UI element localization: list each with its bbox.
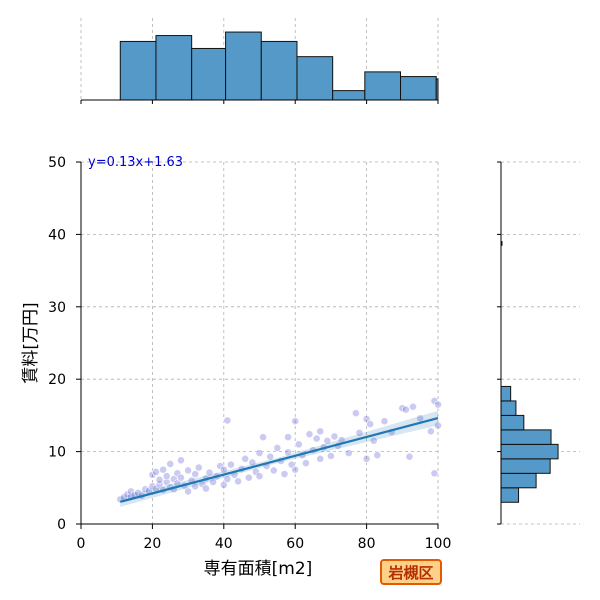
scatter-point [294,440,303,449]
marginal-x-bar [435,78,439,101]
marginal-y-bar [500,458,551,474]
regression-line [119,417,439,503]
scatter-point [219,481,228,489]
scatter-point [259,433,267,442]
scatter-point [255,449,264,457]
scatter-point [159,465,168,474]
regression-line-group [119,410,439,507]
scatter-point [326,452,335,460]
x-tick-label: 0 [77,536,86,552]
scatter-point [155,480,164,489]
regression-equation: y=0.13x+1.63 [88,155,183,170]
marginal-x-bar [225,31,262,101]
scatter-point [227,460,235,469]
district-badge: 岩槻区 [380,559,442,585]
y-tick-label: 30 [48,300,66,316]
scatter-point [323,436,332,445]
main-grid [80,161,439,525]
marginal-x-bar [400,76,437,101]
marginal-x-bar [119,40,157,101]
scatter-point [362,454,371,463]
scatter-point [373,451,382,460]
scatter-point [266,452,275,461]
scatter-point [223,475,232,484]
scatter-point [241,454,250,463]
scatter-point [284,448,292,457]
marginal-x-bar [364,71,402,101]
marginal-y-bar [500,385,512,402]
scatter-point [166,460,175,468]
scatter-point [269,466,278,475]
y-tick-label: 50 [48,155,66,171]
axes: 0 20 40 60 80 100 0 10 20 30 40 50 [48,155,451,552]
x-axis-title: 専有面積[m2] [204,559,313,579]
scatter-point [344,449,353,457]
scatter-point [255,472,264,481]
scatter-point [380,417,389,426]
marginal-y-bar [500,429,552,445]
scatter-point [430,469,439,478]
scatter-point [369,436,378,445]
scatter-point [155,475,164,484]
scatter-point [316,454,325,463]
scatter-point [152,467,160,476]
scatter-point [409,402,417,411]
scatter-point [177,473,185,482]
y-tick-label: 10 [48,445,66,461]
marginal-y-bar [500,487,520,503]
scatter-point [244,473,253,482]
scatter-point [312,434,321,443]
marginal-x-bar [155,35,193,101]
marginal-y-bar [500,414,525,431]
marginal-x-bar [191,47,227,101]
scatter-point [177,456,185,465]
scatter-point [302,459,310,468]
scatter-point [426,427,435,436]
marginal-x-bar [296,56,334,101]
scatter-point [401,405,410,414]
x-tick-label: 60 [286,536,304,552]
scatter-point [355,428,364,437]
x-tick-label: 20 [143,536,161,552]
scatter-point [434,400,442,409]
marginal-y-bar [500,443,559,460]
scatter-point [273,444,282,452]
scatter-point [330,432,339,441]
marginal-y-bar [500,472,537,489]
scatter-point [405,452,414,461]
scatter-point [184,487,192,496]
scatter-point [366,420,375,428]
scatter-point [223,416,232,425]
scatter-point [305,430,314,439]
scatter-point [205,468,214,477]
scatter-point [351,409,360,418]
x-tick-label: 100 [425,536,452,552]
scatter-point [291,417,300,426]
scatter-point [234,477,242,486]
scatter-point [184,466,192,475]
y-tick-label: 20 [48,372,66,388]
x-tick-label: 40 [215,536,233,552]
marginal-y-bar [500,400,517,416]
marginal-x-histogram [80,18,439,104]
y-tick-label: 0 [57,517,66,533]
scatter-point [191,470,200,478]
marginal-x-bar [332,90,366,101]
scatter-point [284,433,292,442]
y-tick-label: 40 [48,227,66,243]
x-tick-label: 80 [358,536,376,552]
scatter-point [280,470,289,478]
scatter-point [219,465,228,474]
scatter-point [291,465,300,474]
marginal-x-bar [260,40,298,101]
scatter-point [434,421,442,430]
scatter-point [194,463,203,472]
y-axis-title: 賃料[万円] [21,302,41,383]
scatter-point [162,472,171,481]
scatter-point [202,484,210,493]
marginal-y-histogram [497,161,580,525]
scatter-point [316,427,325,436]
